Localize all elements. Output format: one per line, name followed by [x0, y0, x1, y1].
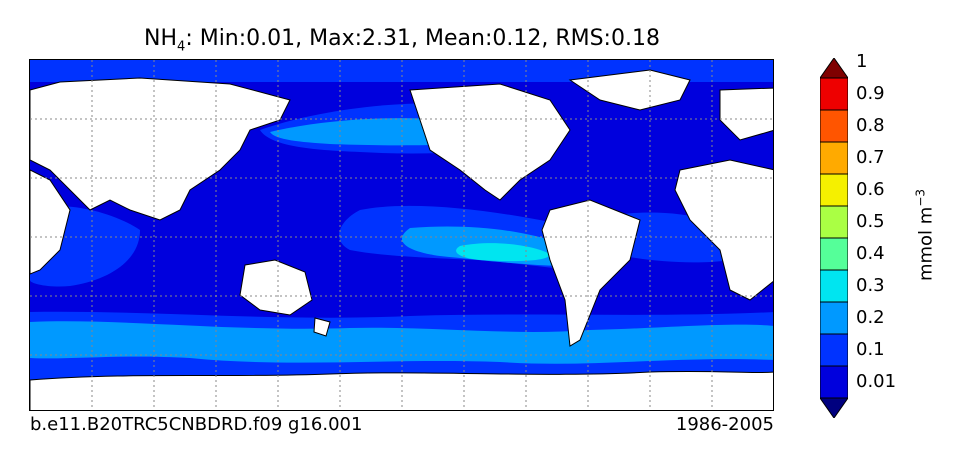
north-america-land [409, 83, 571, 201]
colorbar [820, 58, 848, 418]
colorbar-tick-label: 0.3 [856, 275, 885, 296]
title-species: NH [144, 26, 178, 51]
colorbar-tick-label: 0.5 [856, 211, 885, 232]
colorbar-segment [820, 173, 848, 207]
colorbar-tick-label: 0.01 [856, 371, 897, 392]
title-stats: : Min:0.01, Max:2.31, Mean:0.12, RMS:0.1… [185, 26, 660, 51]
europe-land [719, 87, 773, 141]
new-zealand-land [313, 317, 331, 337]
run-name-label: b.e11.B20TRC5CNBDRD.f09 g16.001 [30, 414, 363, 435]
colorbar-segment [820, 269, 848, 303]
map-canvas [30, 60, 773, 410]
colorbar-tick-label: 0.4 [856, 243, 885, 264]
colorbar-tick-label: 0.9 [856, 83, 885, 104]
colorbar-tick-label: 0.2 [856, 307, 885, 328]
africa-west-land [674, 159, 773, 301]
colorbar-segment [820, 301, 848, 335]
colorbar-segment [820, 109, 848, 143]
eurasia-land [30, 77, 291, 221]
unit-prefix: mmol m [915, 206, 937, 282]
title-subscript: 4 [177, 39, 186, 55]
africa-east-land [30, 169, 71, 275]
colorbar-tick-label: 1 [856, 51, 868, 72]
colorbar-extend-max [820, 58, 848, 79]
colorbar-segment [820, 205, 848, 239]
colorbar-unit-label: mmol m−3 [914, 189, 937, 281]
colorbar-extend-min [820, 397, 848, 418]
colorbar-segment [820, 141, 848, 175]
colorbar-segment [820, 365, 848, 399]
colorbar-segment [820, 77, 848, 111]
equatorial-pacific-peak [456, 243, 550, 262]
period-label: 1986-2005 [675, 414, 774, 435]
colorbar-tick-label: 0.1 [856, 339, 885, 360]
unit-exponent: −3 [913, 188, 928, 207]
colorbar-segment [820, 237, 848, 271]
grid-lines [30, 60, 773, 410]
colorbar-tick-label: 0.8 [856, 115, 885, 136]
plot-title: NH4: Min:0.01, Max:2.31, Mean:0.12, RMS:… [30, 26, 774, 54]
colorbar-tick-label: 0.7 [856, 147, 885, 168]
colorbar-tick-label: 0.6 [856, 179, 885, 200]
colorbar-segment [820, 333, 848, 367]
ocean-map [29, 59, 774, 411]
australia-land [239, 259, 313, 316]
